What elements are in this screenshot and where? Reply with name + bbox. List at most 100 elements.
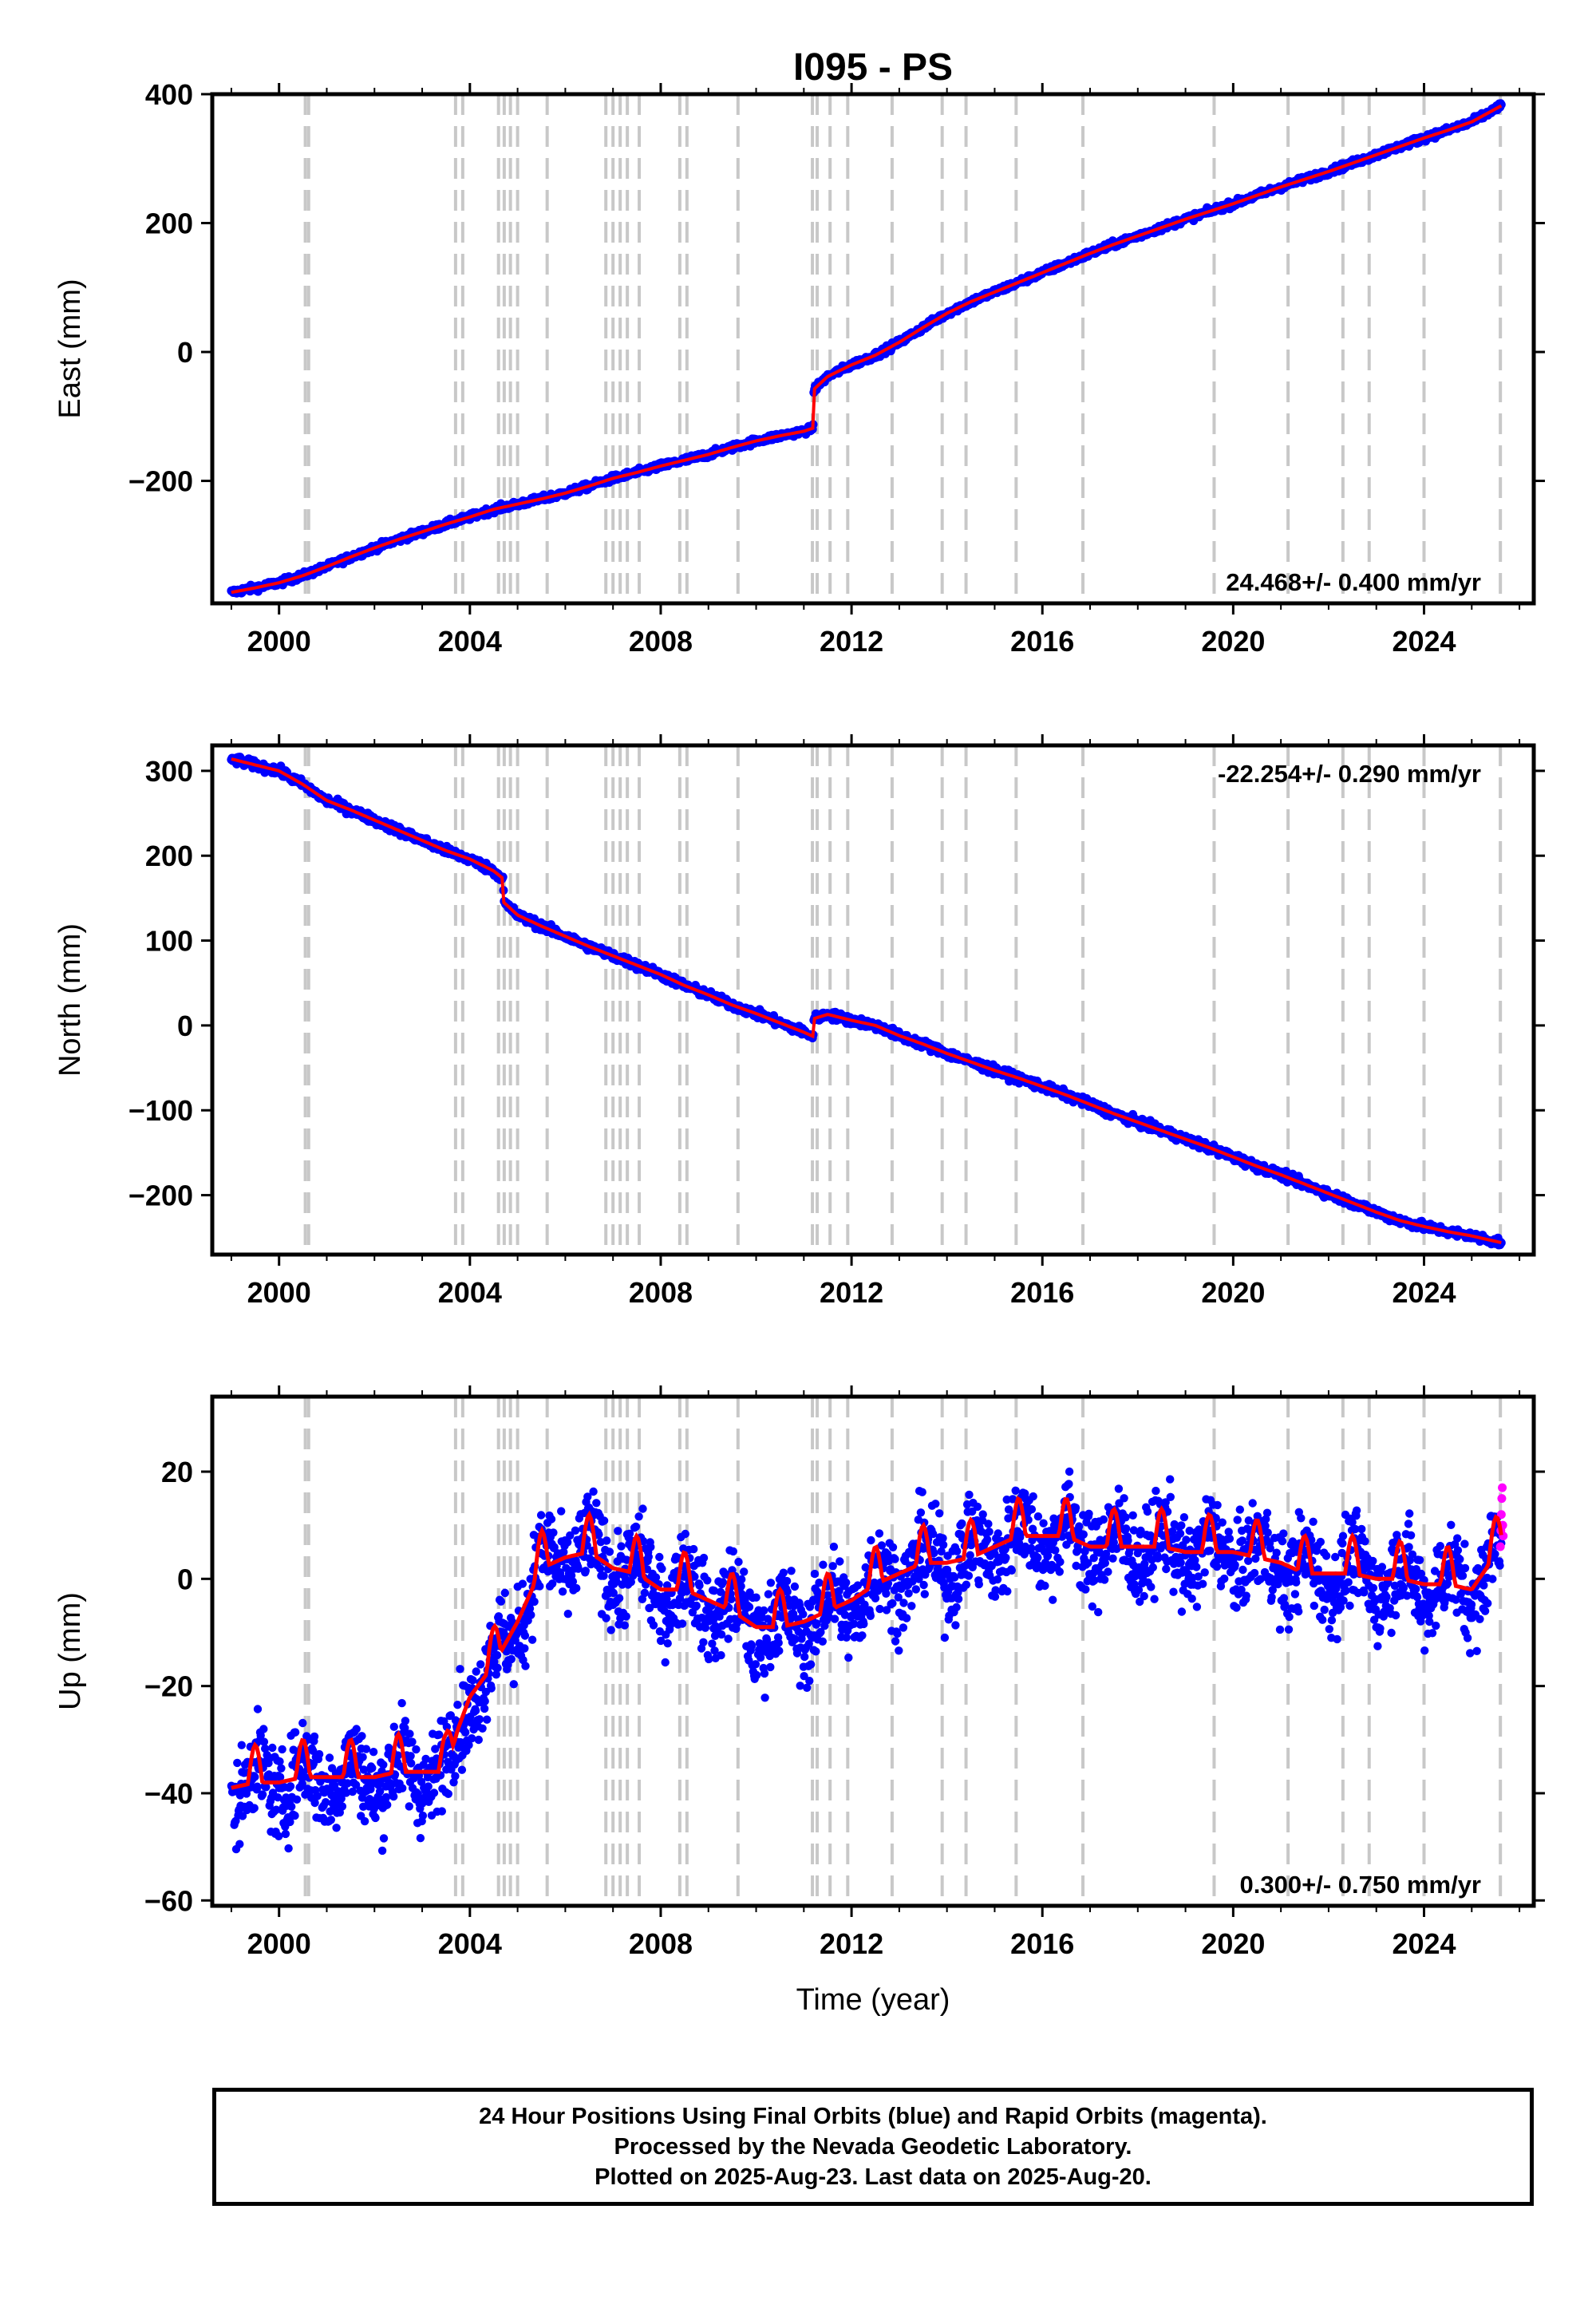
data-point — [468, 1676, 477, 1685]
data-point — [437, 1807, 446, 1816]
data-point — [429, 1788, 439, 1797]
data-point — [468, 1734, 476, 1743]
y-tick-label: 300 — [145, 755, 193, 788]
data-point — [631, 1522, 641, 1531]
data-point — [444, 1789, 452, 1798]
data-point — [599, 1516, 609, 1525]
panel-frame — [210, 92, 1536, 606]
data-point — [369, 1748, 378, 1757]
data-point — [326, 1816, 335, 1824]
data-point — [268, 1743, 277, 1753]
x-tick-label: 2016 — [1010, 1276, 1074, 1309]
x-tick-label: 2024 — [1392, 1276, 1456, 1309]
x-tick-label: 2024 — [1392, 625, 1456, 658]
y-tick-label: 400 — [145, 78, 193, 111]
data-point — [273, 1793, 282, 1802]
data-point — [461, 1728, 470, 1737]
data-point — [338, 1802, 347, 1811]
data-point — [277, 1764, 286, 1773]
data-point — [358, 1732, 366, 1741]
x-tick-label: 2000 — [247, 625, 311, 658]
data-point — [275, 1832, 283, 1840]
data-point — [405, 1729, 414, 1738]
data-point — [535, 1582, 544, 1591]
data-point — [298, 1779, 306, 1788]
data-point — [383, 1800, 392, 1809]
data-point — [521, 1662, 530, 1670]
data-point — [253, 1782, 262, 1791]
y-tick-label: 0 — [177, 1010, 193, 1042]
data-point — [456, 1665, 464, 1674]
data-point — [360, 1816, 369, 1826]
data-point — [253, 1705, 263, 1713]
panel-frame — [210, 743, 1536, 1257]
data-point — [397, 1698, 406, 1708]
data-point — [614, 1527, 622, 1535]
data-point — [520, 1631, 530, 1640]
data-point — [290, 1728, 300, 1737]
data-point — [250, 1804, 259, 1812]
data-point — [401, 1717, 410, 1725]
data-point — [389, 1722, 398, 1731]
data-point — [251, 1773, 259, 1781]
data-point — [622, 1612, 630, 1621]
x-tick-label: 2020 — [1201, 1276, 1265, 1309]
data-point — [646, 1543, 655, 1551]
data-point — [393, 1751, 402, 1760]
data-point — [309, 1746, 318, 1755]
data-point — [599, 1571, 608, 1580]
data-point — [421, 1754, 430, 1764]
data-point — [351, 1780, 361, 1789]
data-point — [638, 1504, 647, 1513]
data-point — [281, 1829, 290, 1839]
data-point — [449, 1778, 458, 1787]
data-point — [261, 1744, 270, 1753]
data-point — [278, 1745, 286, 1754]
rate-label: 24.468+/- 0.400 mm/yr — [1226, 568, 1481, 596]
data-point — [478, 1724, 487, 1733]
x-tick-label: 2020 — [1201, 625, 1265, 658]
y-axis-label: North (mm) — [53, 923, 87, 1077]
data-point — [408, 1737, 417, 1746]
model-line — [231, 757, 1502, 1245]
data-point — [358, 1753, 367, 1761]
data-point — [480, 1704, 489, 1713]
data-point — [474, 1735, 483, 1745]
data-point — [237, 1741, 246, 1749]
data-point — [527, 1635, 537, 1644]
data-point — [431, 1745, 440, 1753]
data-point — [332, 1824, 341, 1832]
y-tick-label: −100 — [128, 1094, 193, 1127]
data-point — [259, 1725, 268, 1733]
data-point — [371, 1813, 380, 1823]
data-point — [359, 1802, 368, 1811]
data-point — [602, 1536, 611, 1545]
data-point — [492, 1650, 502, 1660]
data-point — [571, 1526, 580, 1535]
data-point — [407, 1759, 416, 1768]
data-point — [379, 1761, 388, 1769]
x-tick-label: 2012 — [820, 1276, 883, 1309]
data-point — [389, 1792, 398, 1801]
data-point — [342, 1788, 350, 1797]
data-point — [507, 1654, 516, 1664]
data-point — [457, 1765, 467, 1774]
data-point — [487, 1684, 496, 1693]
data-point — [287, 1802, 296, 1811]
data-point — [451, 1772, 460, 1780]
data-point — [435, 1730, 444, 1739]
data-point — [406, 1752, 415, 1761]
data-point — [275, 1773, 285, 1781]
x-tick-label: 2008 — [629, 1276, 693, 1309]
data-point — [592, 1499, 601, 1508]
data-point — [259, 1737, 269, 1746]
data-point — [337, 1794, 346, 1803]
data-point — [290, 1811, 299, 1820]
data-point — [310, 1798, 319, 1808]
data-point — [496, 1597, 506, 1606]
y-tick-label: 100 — [145, 925, 193, 958]
data-point — [527, 1611, 535, 1619]
